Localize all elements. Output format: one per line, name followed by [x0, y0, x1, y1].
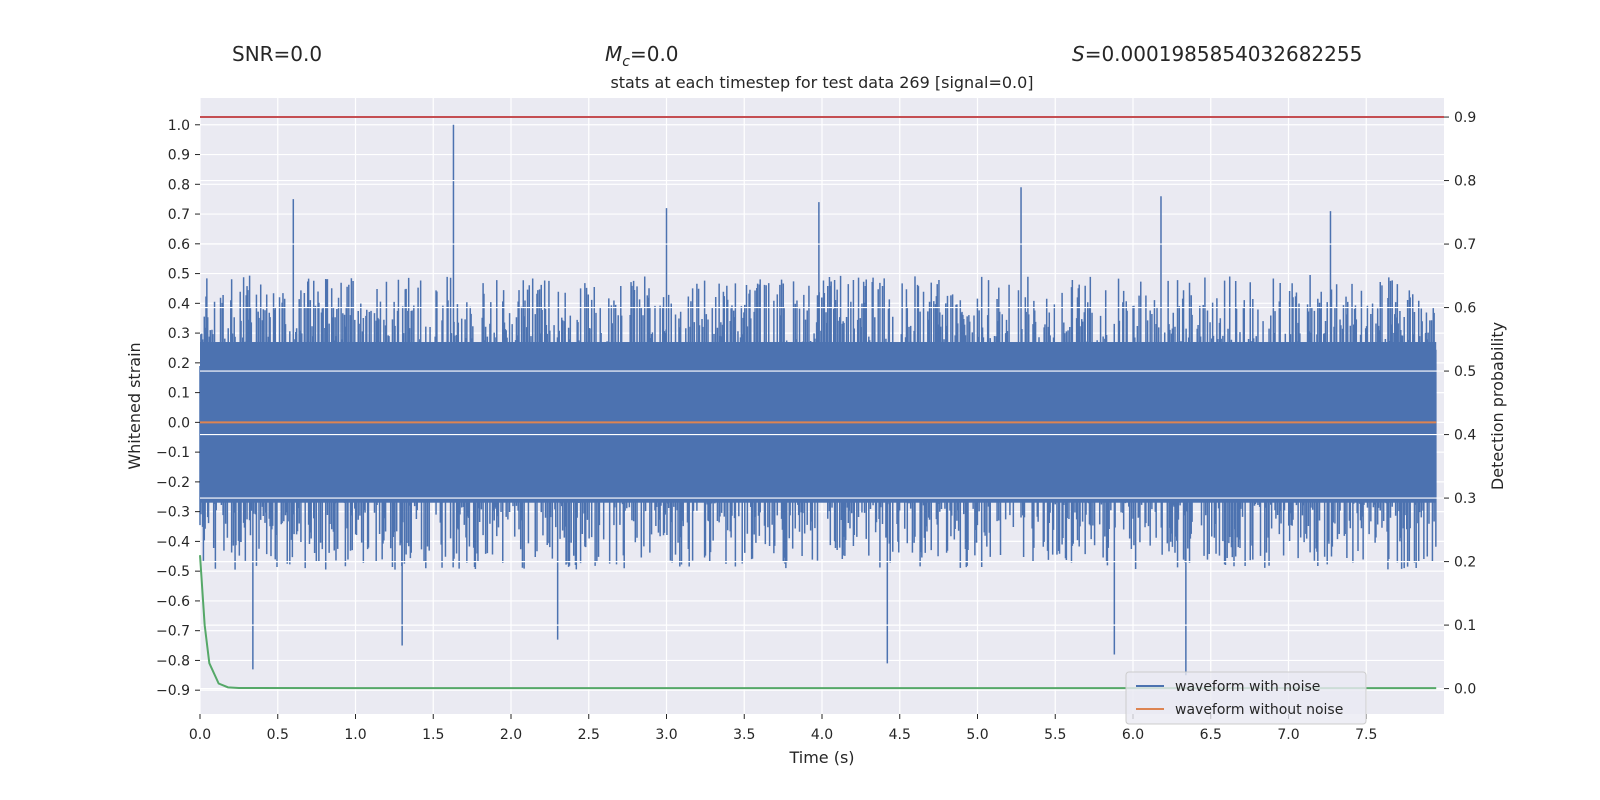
y-axis-left: 1.0 0.9 0.8 0.7 0.6 0.5 0.4 0.3 0.2 0.1 0.0 −0.1 −0.…: [156, 118, 200, 699]
chirp-mass-label: Mc=0.0: [605, 42, 679, 70]
chirp-mass-value: =0.0: [630, 42, 679, 66]
x-tick-label: 5.0: [966, 727, 988, 743]
y-tick-label: −0.6: [156, 594, 190, 610]
x-tick-label: 1.0: [344, 727, 366, 743]
x-axis: 0.0 0.5 1.0 1.5 2.0 2.5 3.0 3.5 4.0 4.5 5.0 5.5 6.0 6…: [189, 714, 1377, 743]
chirp-mass-symbol: M: [605, 42, 622, 66]
y-tick-label: 0.7: [168, 207, 190, 223]
legend-label-clean: waveform without noise: [1175, 702, 1343, 718]
y-tick-label: 0.5: [168, 267, 190, 283]
y2-tick-label: 0.1: [1454, 618, 1476, 634]
y2-tick-label: 0.0: [1454, 682, 1476, 698]
x-tick-label: 4.0: [811, 727, 833, 743]
y-tick-label: −0.1: [156, 445, 190, 461]
chirp-mass-subscript: c: [622, 54, 630, 70]
x-tick-label: 6.5: [1200, 727, 1222, 743]
y2-axis-label: Detection probability: [1488, 322, 1507, 490]
y-tick-label: −0.4: [156, 534, 190, 550]
x-tick-label: 5.5: [1044, 727, 1066, 743]
x-tick-label: 2.0: [500, 727, 522, 743]
y2-tick-label: 0.6: [1454, 301, 1476, 317]
stat-s-label: S=0.0001985854032682255: [1072, 42, 1362, 66]
legend-box: [1125, 671, 1367, 725]
y2-tick-label: 0.9: [1454, 110, 1476, 126]
y2-tick-label: 0.4: [1454, 428, 1476, 444]
series-lines: [199, 116, 1444, 690]
y-axis-label: Whitened strain: [125, 342, 144, 469]
y-tick-label: 1.0: [168, 118, 190, 134]
x-tick-label: 0.0: [189, 727, 211, 743]
y-axis-right: 0.9 0.8 0.7 0.6 0.5 0.4 0.3 0.2 0.1 0.0: [1444, 110, 1476, 698]
stat-s-value: =0.0001985854032682255: [1085, 42, 1363, 66]
y-tick-label: 0.2: [168, 356, 190, 372]
y2-tick-label: 0.2: [1454, 555, 1476, 571]
y-tick-label: 0.6: [168, 237, 190, 253]
x-tick-label: 2.5: [578, 727, 600, 743]
y2-tick-label: 0.8: [1454, 174, 1476, 190]
y-tick-label: −0.5: [156, 564, 190, 580]
y-tick-label: 0.9: [168, 148, 190, 164]
y-tick-label: 0.0: [168, 415, 190, 431]
x-tick-label: 3.5: [733, 727, 755, 743]
x-axis-label: Time (s): [788, 748, 854, 767]
y-tick-label: 0.8: [168, 177, 190, 193]
y-tick-label: 0.1: [168, 386, 190, 402]
x-tick-label: 7.0: [1277, 727, 1299, 743]
y-tick-label: −0.3: [156, 505, 190, 521]
y2-tick-label: 0.3: [1454, 491, 1476, 507]
legend: waveform with noise waveform without noi…: [1125, 671, 1367, 725]
legend-label-noise: waveform with noise: [1175, 679, 1320, 695]
chart-title: stats at each timestep for test data 269…: [610, 73, 1033, 92]
stat-s-symbol: S: [1072, 42, 1085, 66]
x-tick-label: 0.5: [267, 727, 289, 743]
x-tick-label: 1.5: [422, 727, 444, 743]
x-tick-label: 3.0: [655, 727, 677, 743]
y-tick-label: 0.4: [168, 296, 190, 312]
detection-probability-line: [199, 555, 1437, 690]
y-tick-label: −0.9: [156, 683, 190, 699]
y2-tick-label: 0.7: [1454, 237, 1476, 253]
y-tick-label: 0.3: [168, 326, 190, 342]
snr-label: SNR=0.0: [232, 42, 322, 66]
y-tick-label: −0.2: [156, 475, 190, 491]
y2-tick-label: 0.5: [1454, 364, 1476, 380]
y-tick-label: −0.7: [156, 624, 190, 640]
x-tick-label: 4.5: [889, 727, 911, 743]
x-tick-label: 7.5: [1355, 727, 1377, 743]
y-tick-label: −0.8: [156, 653, 190, 669]
x-tick-label: 6.0: [1122, 727, 1144, 743]
